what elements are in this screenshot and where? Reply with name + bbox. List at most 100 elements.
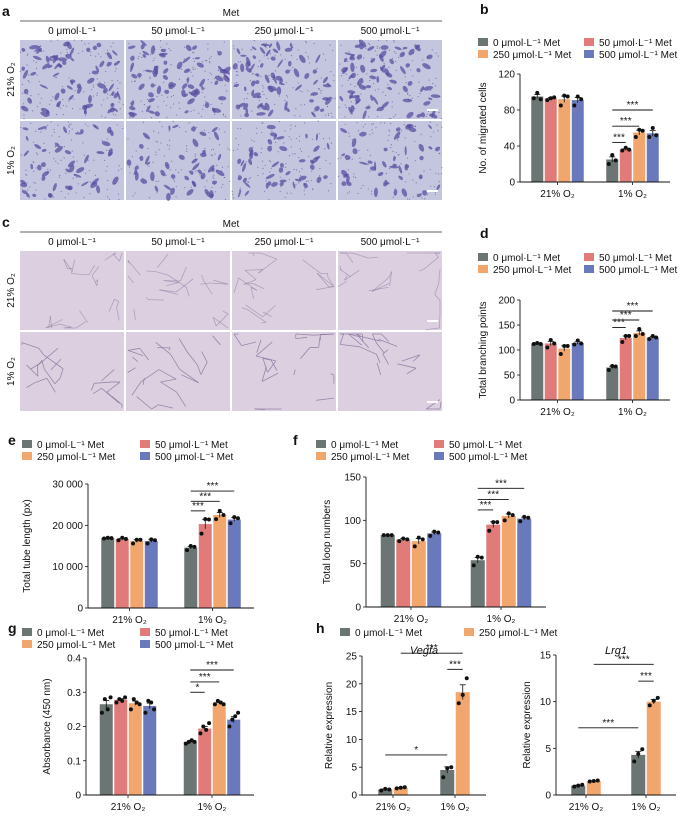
legend-swatch [22,640,32,648]
data-point [134,700,139,705]
data-point [654,133,659,138]
data-point [627,334,632,338]
bar [571,785,586,795]
data-point [397,539,402,544]
data-point [387,787,392,792]
data-point [441,775,446,780]
data-point [471,563,476,568]
y-tick-label: 0.1 [67,756,81,767]
chart-g: g 0 μmol·L⁻¹ Met 50 μmol·L⁻¹ Met 250 μmol·L… [8,620,254,813]
data-point [651,698,656,703]
y-tick-label: 25 [346,652,358,663]
data-point [606,368,611,372]
bar [631,754,646,795]
micrograph-image [232,332,336,411]
legend-swatch [584,253,594,261]
data-point [538,97,543,102]
bar [393,787,408,795]
chart-b: b 0 μmol·L⁻¹ Met 50 μmol·L⁻¹ Met 250 μmol·L… [478,1,678,200]
chart-title: Lrg1 [605,645,627,657]
data-point [475,554,480,559]
x-tick-label: 21% O₂ [112,615,147,626]
y-axis-label: Total branching points [478,301,489,398]
data-point [105,707,110,712]
data-point [228,521,233,526]
micrograph-image [337,121,443,200]
x-tick-label: 21% O₂ [111,802,146,813]
legend-label: 0 μmol·L⁻¹ Met [37,440,104,451]
bar [619,338,632,400]
bar [606,367,619,400]
data-point [506,511,511,516]
bar [213,515,227,608]
bar [227,519,241,608]
panel-letter: e [8,432,16,448]
data-point [640,747,645,752]
significance-marker: * [196,682,200,693]
data-point [565,94,570,99]
data-point [449,765,454,770]
data-point [416,535,421,540]
data-point [214,517,219,522]
legend-label: 0 μmol·L⁻¹ Met [493,38,560,49]
data-point [401,536,406,541]
legend-swatch [478,253,488,261]
data-point [580,782,585,787]
data-point [138,537,143,542]
y-tick-label: 10 [346,735,358,746]
bar [646,337,659,400]
legend-label: 500 μmol·L⁻¹ Met [155,640,234,651]
legend-swatch [464,628,474,636]
data-point [116,538,121,543]
data-point [198,731,203,736]
data-point [114,700,119,705]
x-tick-label: 1% O₂ [198,615,227,626]
data-point [204,727,209,732]
data-point [633,135,638,139]
data-point [579,97,584,102]
significance-marker: *** [199,672,211,683]
chart-h: h Vegfa 0 μmol·L⁻¹ Met 250 μmol·L⁻¹ Met 0 5 10… [316,620,558,813]
chart-f: f 0 μmol·L⁻¹ Met 50 μmol·L⁻¹ Met 250 μmol·L… [293,432,546,625]
data-point [552,95,557,100]
oxygen-label: 21% O₂ [6,273,17,308]
data-point [531,342,536,346]
y-axis-label: Relative expression [522,681,533,768]
bar [571,100,584,182]
oxygen-label: 1% O₂ [6,357,17,386]
concentration-label: 0 μmol·L⁻¹ [48,26,96,37]
data-point [436,530,441,535]
legend-swatch [316,440,326,448]
legend-label: 500 μmol·L⁻¹ Met [449,452,528,463]
data-point [117,697,122,702]
data-point [230,717,235,722]
micrograph-image [20,251,124,330]
oxygen-label: 1% O₂ [6,146,17,175]
y-axis-label: No. of migrated cells [478,82,489,173]
y-tick-label: 150 [498,321,515,332]
scale-bar [427,190,438,192]
data-point [613,158,618,163]
bar [558,348,571,400]
data-point [99,710,104,715]
micrograph-image [126,40,231,119]
concentration-label: 250 μmol·L⁻¹ [255,237,315,248]
legend-swatch [140,640,150,648]
bar [144,541,158,608]
data-point [149,700,154,705]
significance-marker: *** [192,501,204,512]
x-tick-label: 21% O₂ [540,189,575,200]
data-point [203,517,208,522]
data-point [572,103,577,108]
chart-title: Vegfa [410,645,438,657]
data-point [637,327,642,331]
legend-label: 0 μmol·L⁻¹ Met [355,628,422,639]
y-tick-label: 0 [509,178,515,189]
data-point [236,710,241,715]
data-point [491,520,496,525]
y-tick-label: 10 000 [52,562,83,573]
bar [130,541,144,608]
micrograph-image [338,39,443,120]
data-point [385,533,390,538]
data-point [152,707,157,712]
